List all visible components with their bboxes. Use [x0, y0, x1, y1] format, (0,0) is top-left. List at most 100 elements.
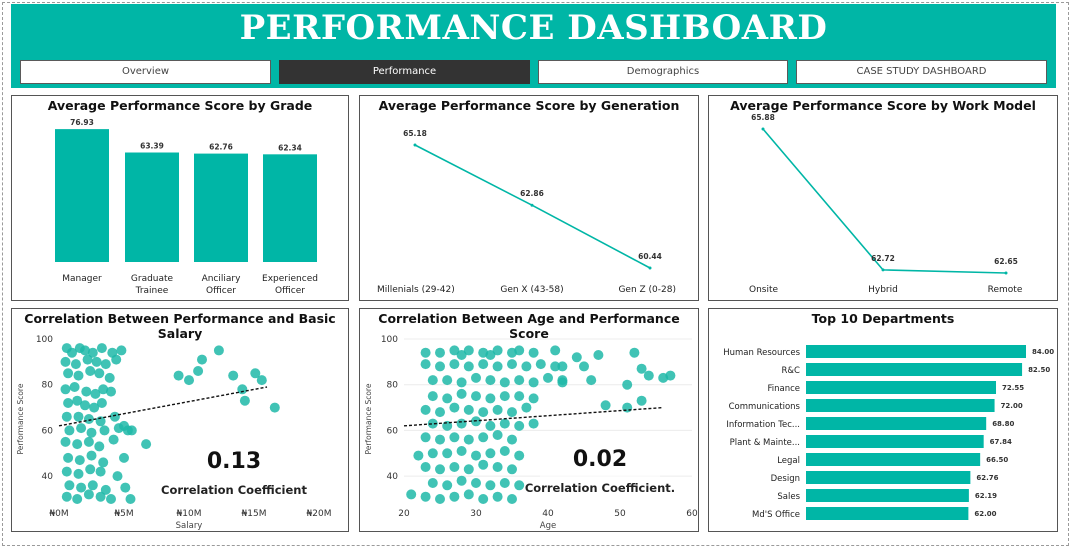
- scatter-point: [521, 361, 532, 372]
- scatter-point: [579, 361, 589, 372]
- scatter-point: [413, 450, 424, 461]
- bar: [806, 471, 971, 484]
- scatter-point: [528, 377, 539, 388]
- correlation-label: Correlation Coefficient: [161, 483, 307, 497]
- scatter-point: [449, 432, 460, 443]
- y-tick-label: Information Tec...: [726, 420, 800, 430]
- scatter-point: [116, 345, 127, 356]
- salary-scatter-panel: Correlation Between Performance and Basi…: [11, 308, 349, 532]
- scatter-point: [112, 471, 123, 482]
- scatter-point: [535, 359, 546, 370]
- scatter-point: [420, 462, 431, 472]
- y-tick-label: Plant & Mainte...: [730, 438, 800, 448]
- scatter-point: [550, 361, 561, 372]
- bar: [806, 489, 969, 502]
- tab-demographics[interactable]: Demographics: [538, 60, 788, 84]
- scatter-point: [250, 368, 261, 379]
- scatter-point: [213, 345, 224, 356]
- scatter-point: [456, 418, 467, 429]
- x-tick-label: Gen X (43-58): [500, 285, 563, 295]
- series-line: [762, 128, 1007, 274]
- data-label: 62.72: [871, 254, 895, 263]
- data-label: 84.00: [1032, 348, 1054, 356]
- tab-overview[interactable]: Overview: [20, 60, 271, 84]
- scatter-point: [456, 350, 467, 360]
- scatter-point: [449, 359, 460, 370]
- scatter-point: [86, 450, 97, 461]
- scatter-point: [427, 478, 438, 488]
- scatter-point: [514, 391, 525, 402]
- scatter-point: [665, 370, 676, 381]
- scatter-point: [73, 370, 84, 381]
- scatter-point: [507, 434, 517, 445]
- correlation-value: 0.02: [573, 447, 627, 472]
- scatter-point: [492, 361, 503, 372]
- scatter-point: [237, 384, 248, 395]
- data-label: 60.44: [638, 252, 662, 261]
- scatter-point: [514, 375, 525, 386]
- data-label: 66.50: [986, 456, 1008, 464]
- scatter-point: [73, 468, 84, 479]
- scatter-point: [81, 386, 92, 397]
- scatter-point: [106, 494, 116, 504]
- correlation-backdrop: [174, 440, 294, 490]
- data-label: 72.55: [1002, 384, 1024, 392]
- scatter-point: [449, 345, 460, 356]
- scatter-point: [442, 375, 453, 386]
- x-tick-label: Remote: [988, 285, 1023, 295]
- scatter-point: [456, 446, 467, 456]
- line-point: [761, 127, 765, 131]
- scatter-point: [543, 372, 553, 383]
- scatter-point: [636, 395, 647, 406]
- scatter-point: [420, 347, 431, 358]
- work-model-chart-title: Average Performance Score by Work Model: [730, 98, 1036, 113]
- data-label: 62.76: [976, 474, 998, 482]
- scatter-point: [492, 491, 503, 502]
- scatter-point: [463, 345, 474, 356]
- bar: [806, 417, 987, 430]
- scatter-point: [87, 480, 98, 491]
- scatter-point: [95, 416, 106, 427]
- bar: [125, 152, 179, 262]
- x-tick-label: 20: [398, 509, 410, 519]
- x-tick-label: Graduate: [131, 274, 174, 284]
- scatter-point: [70, 359, 81, 370]
- scatter-point: [507, 407, 517, 418]
- scatter-point: [435, 434, 445, 445]
- scatter-point: [96, 343, 107, 354]
- correlation-label: Correlation Coefficient.: [525, 481, 675, 495]
- scatter-point: [521, 402, 532, 413]
- scatter-point: [471, 391, 481, 402]
- data-label: 62.34: [278, 143, 302, 152]
- work-model-line-chart: 65.88 Onsite 62.72 Hybrid 62.65 Remote: [749, 113, 1023, 295]
- scatter-point: [119, 452, 129, 463]
- scatter-point: [427, 418, 438, 429]
- scatter-point: [120, 482, 131, 493]
- trendline: [58, 386, 268, 427]
- data-label: 62.00: [974, 510, 996, 518]
- x-axis-label: Age: [540, 521, 556, 531]
- scatter-point: [485, 350, 496, 360]
- scatter-point: [435, 361, 445, 372]
- scatter-point: [63, 452, 74, 463]
- scatter-point: [449, 402, 460, 413]
- scatter-point: [485, 480, 496, 491]
- tab-performance[interactable]: Performance: [279, 60, 530, 84]
- scatter-point: [67, 347, 77, 358]
- scatter-point: [435, 347, 445, 358]
- scatter-point: [100, 359, 111, 370]
- scatter-point: [80, 400, 90, 411]
- tab-case-study-dashboard[interactable]: CASE STUDY DASHBOARD: [796, 60, 1047, 84]
- y-tick-label: 60: [42, 426, 54, 436]
- x-tick-label: ₦5M: [114, 509, 133, 519]
- bar: [263, 154, 317, 262]
- scatter-point: [61, 466, 72, 477]
- scatter-point: [85, 464, 96, 475]
- scatter-point: [528, 393, 539, 404]
- y-tick-label: R&C: [782, 366, 801, 376]
- departments-chart-panel: Top 10 Departments Human Resources 84.00 R…: [708, 308, 1058, 532]
- scatter-point: [514, 480, 525, 491]
- scatter-point: [94, 368, 105, 379]
- scatter-point: [507, 359, 517, 370]
- bar: [194, 153, 248, 262]
